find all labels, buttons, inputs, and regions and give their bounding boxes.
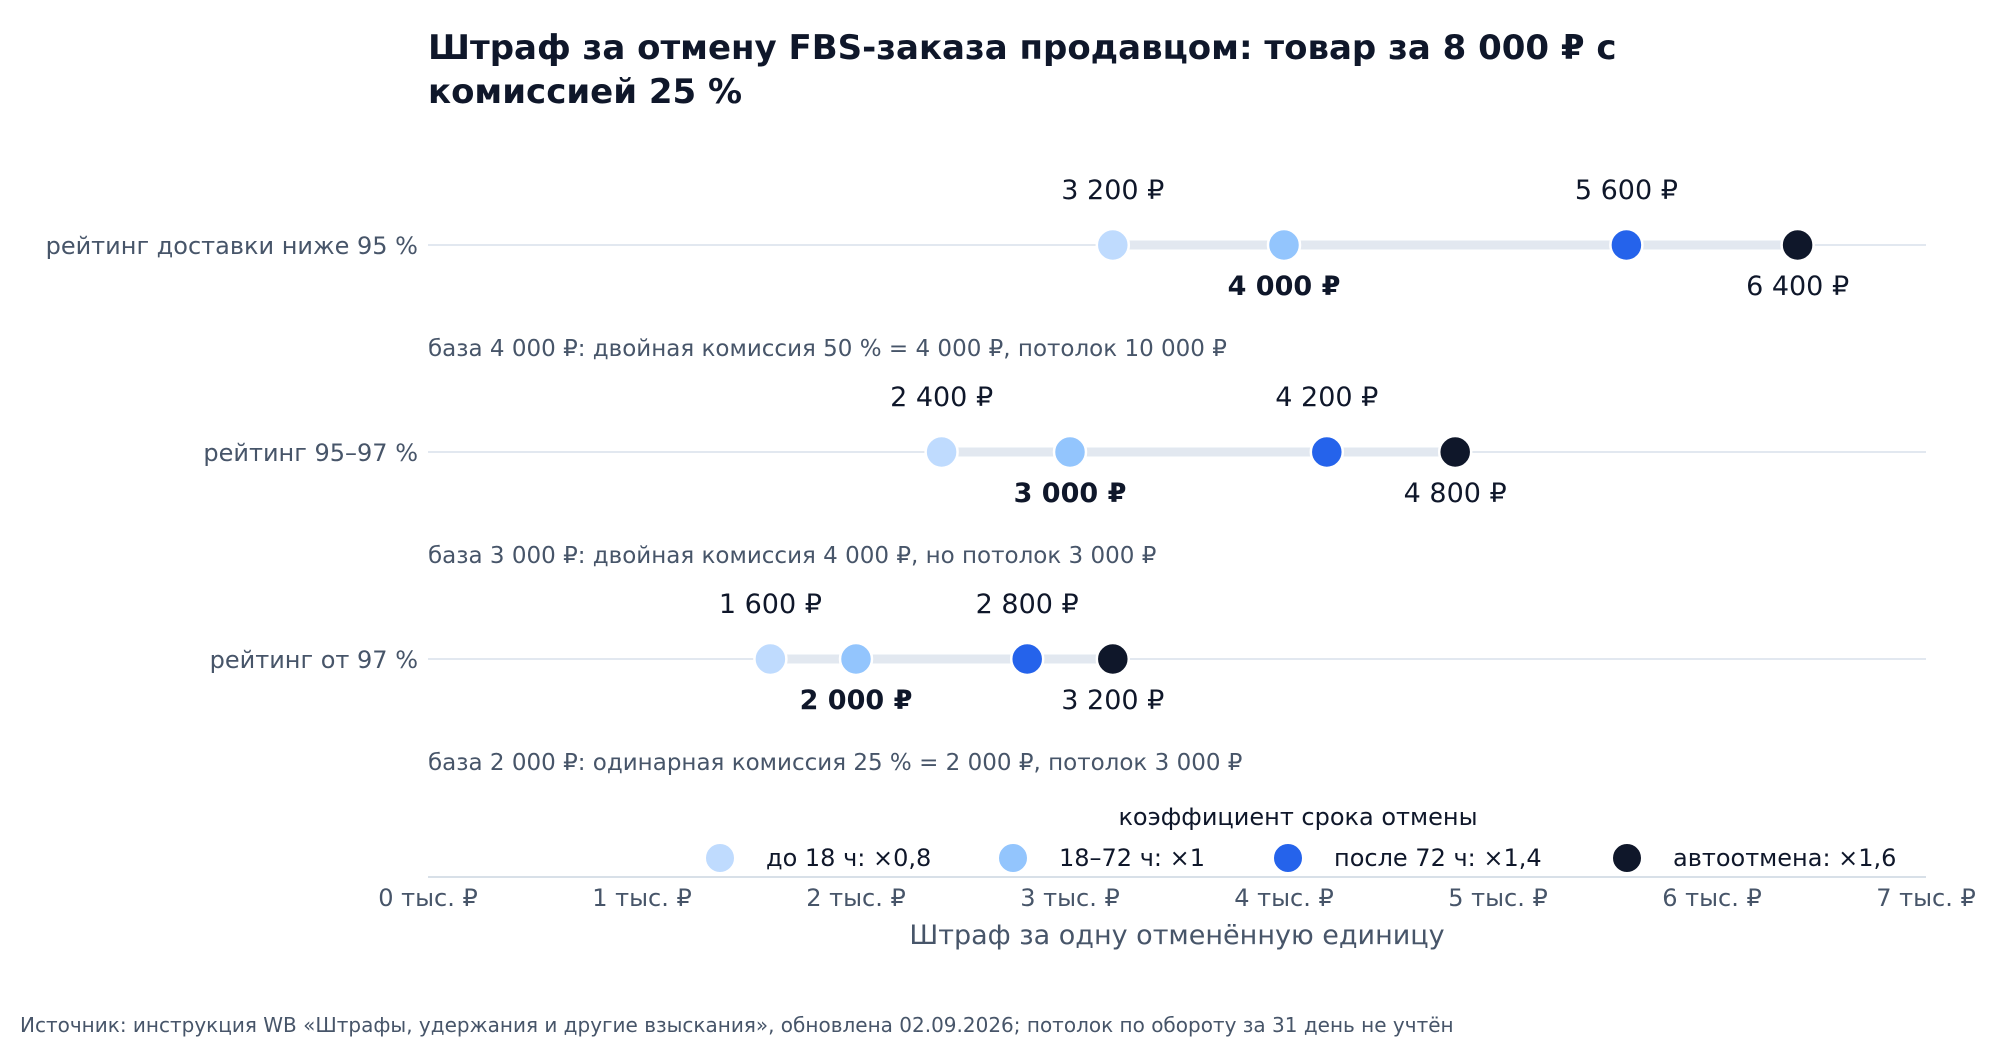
legend-title: коэффициент срока отмены	[1118, 803, 1477, 831]
category-label: рейтинг 95–97 %	[203, 439, 418, 467]
point-marker	[1052, 434, 1088, 470]
legend-label: после 72 ч: ×1,4	[1334, 844, 1542, 872]
point-marker	[1309, 434, 1345, 470]
point-marker	[1009, 641, 1045, 677]
legend-swatch	[1611, 842, 1643, 874]
row-note: база 4 000 ₽: двойная комиссия 50 % = 4 …	[428, 336, 1227, 362]
row-3: рейтинг от 97 % 1 600 ₽ 2 000 ₽ 2 800 ₽ 3 20…	[210, 589, 1926, 776]
legend-item-2: 18–72 ч: ×1	[997, 842, 1205, 874]
point-marker	[1266, 227, 1302, 263]
legend-item-3: после 72 ч: ×1,4	[1272, 842, 1542, 874]
row-2: рейтинг 95–97 % 2 400 ₽ 3 000 ₽ 4 200 ₽ 4 80…	[203, 382, 1926, 569]
legend: коэффициент срока отмены до 18 ч: ×0,8 18…	[704, 803, 1896, 874]
legend-item-1: до 18 ч: ×0,8	[704, 842, 931, 874]
point-value-label: 3 000 ₽	[1014, 478, 1127, 509]
point-value-label: 4 200 ₽	[1275, 382, 1378, 413]
x-tick-label: 1 тыс. ₽	[592, 884, 692, 912]
point-marker	[753, 641, 788, 677]
x-tick-label: 2 тыс. ₽	[806, 884, 906, 912]
legend-swatch	[1272, 842, 1304, 874]
row-note: база 2 000 ₽: одинарная комиссия 25 % = …	[428, 750, 1242, 776]
legend-label: до 18 ч: ×0,8	[766, 844, 931, 872]
x-tick-label: 0 тыс. ₽	[378, 884, 478, 912]
row-note: база 3 000 ₽: двойная комиссия 4 000 ₽, …	[428, 543, 1156, 569]
legend-swatch	[704, 842, 736, 874]
legend-label: автоотмена: ×1,6	[1673, 844, 1896, 872]
point-marker	[1780, 227, 1815, 263]
chart-title-line-1: Штраф за отмену FBS-заказа продавцом: то…	[428, 28, 1617, 68]
x-tick-label: 7 тыс. ₽	[1876, 884, 1976, 912]
chart-title-line-2: комиссией 25 %	[428, 72, 742, 112]
x-tick-label: 4 тыс. ₽	[1234, 884, 1334, 912]
point-marker	[838, 641, 874, 677]
legend-label: 18–72 ч: ×1	[1059, 844, 1205, 872]
point-marker	[924, 434, 959, 470]
x-axis: 0 тыс. ₽ 1 тыс. ₽ 2 тыс. ₽ 3 тыс. ₽ 4 тыс. ₽…	[378, 876, 1976, 912]
x-axis-label: Штраф за одну отменённую единицу	[909, 920, 1444, 951]
point-value-label: 2 000 ₽	[800, 685, 913, 716]
x-tick-label: 3 тыс. ₽	[1020, 884, 1120, 912]
point-value-label: 2 400 ₽	[890, 382, 993, 413]
point-marker	[1095, 227, 1131, 263]
source-note: Источник: инструкция WB «Штрафы, удержан…	[20, 1013, 1454, 1037]
x-tick-label: 6 тыс. ₽	[1662, 884, 1762, 912]
row-1: рейтинг доставки ниже 95 % 3 200 ₽ 4 000 ₽…	[46, 175, 1926, 362]
point-value-label: 3 200 ₽	[1061, 175, 1164, 206]
legend-swatch	[997, 842, 1029, 874]
x-tick-label: 5 тыс. ₽	[1448, 884, 1548, 912]
chart-rows: рейтинг доставки ниже 95 % 3 200 ₽ 4 000 ₽…	[46, 175, 1926, 776]
point-marker	[1609, 227, 1644, 263]
point-value-label: 3 200 ₽	[1061, 685, 1164, 716]
category-label: рейтинг от 97 %	[210, 646, 418, 674]
chart-title: Штраф за отмену FBS-заказа продавцом: то…	[428, 28, 1617, 112]
point-marker	[1095, 641, 1131, 677]
point-value-label: 1 600 ₽	[719, 589, 822, 620]
category-label: рейтинг доставки ниже 95 %	[46, 232, 418, 260]
point-value-label: 4 000 ₽	[1228, 271, 1341, 302]
point-value-label: 5 600 ₽	[1575, 175, 1678, 206]
point-value-label: 6 400 ₽	[1746, 271, 1849, 302]
legend-item-4: автоотмена: ×1,6	[1611, 842, 1896, 874]
point-value-label: 4 800 ₽	[1404, 478, 1507, 509]
point-marker	[1437, 434, 1473, 470]
point-value-label: 2 800 ₽	[976, 589, 1079, 620]
